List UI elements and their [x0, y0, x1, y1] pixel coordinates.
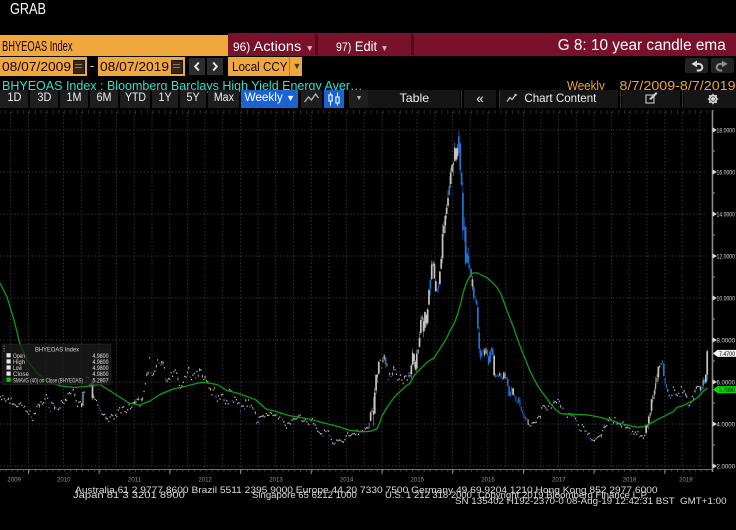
svg-text:4.9800: 4.9800: [93, 365, 109, 372]
svg-text:2015: 2015: [411, 478, 425, 484]
svg-text:SMAVG (40) on Close (BHYEOAS): SMAVG (40) on Close (BHYEOAS): [13, 377, 83, 384]
svg-text:5.7890: 5.7890: [719, 387, 735, 394]
svg-text:2013: 2013: [269, 478, 283, 484]
svg-text:2009: 2009: [7, 478, 21, 484]
svg-text:7.4700: 7.4700: [719, 351, 735, 358]
svg-text:Low: Low: [13, 365, 22, 372]
svg-text:10.0000: 10.0000: [717, 295, 736, 302]
svg-text:Open: Open: [13, 353, 25, 360]
svg-text:4.0000: 4.0000: [717, 421, 736, 428]
svg-text:4.9800: 4.9800: [93, 371, 109, 378]
svg-text:2017: 2017: [552, 478, 566, 484]
svg-text:2016: 2016: [481, 478, 495, 484]
svg-text:2011: 2011: [128, 478, 142, 484]
svg-text:2010: 2010: [57, 478, 71, 484]
svg-text:16.0000: 16.0000: [717, 169, 736, 176]
svg-text:2018: 2018: [623, 478, 637, 484]
svg-text:High: High: [13, 359, 25, 366]
svg-text:2.0000: 2.0000: [717, 463, 736, 470]
svg-text:BHYEOAS Index: BHYEOAS Index: [35, 347, 80, 354]
svg-text:2014: 2014: [340, 478, 354, 484]
svg-text:Close: Close: [13, 371, 29, 378]
svg-text:8.0000: 8.0000: [717, 337, 736, 344]
svg-text:4.9800: 4.9800: [93, 359, 109, 366]
svg-text:12.0000: 12.0000: [717, 253, 736, 260]
svg-text:5.2807: 5.2807: [93, 377, 109, 384]
svg-text:18.0000: 18.0000: [717, 127, 736, 134]
svg-text:4.9800: 4.9800: [93, 353, 109, 360]
svg-text:2019: 2019: [679, 478, 693, 484]
svg-text:14.0000: 14.0000: [717, 211, 736, 218]
svg-text:2012: 2012: [198, 478, 212, 484]
svg-text:6.0000: 6.0000: [717, 379, 736, 386]
